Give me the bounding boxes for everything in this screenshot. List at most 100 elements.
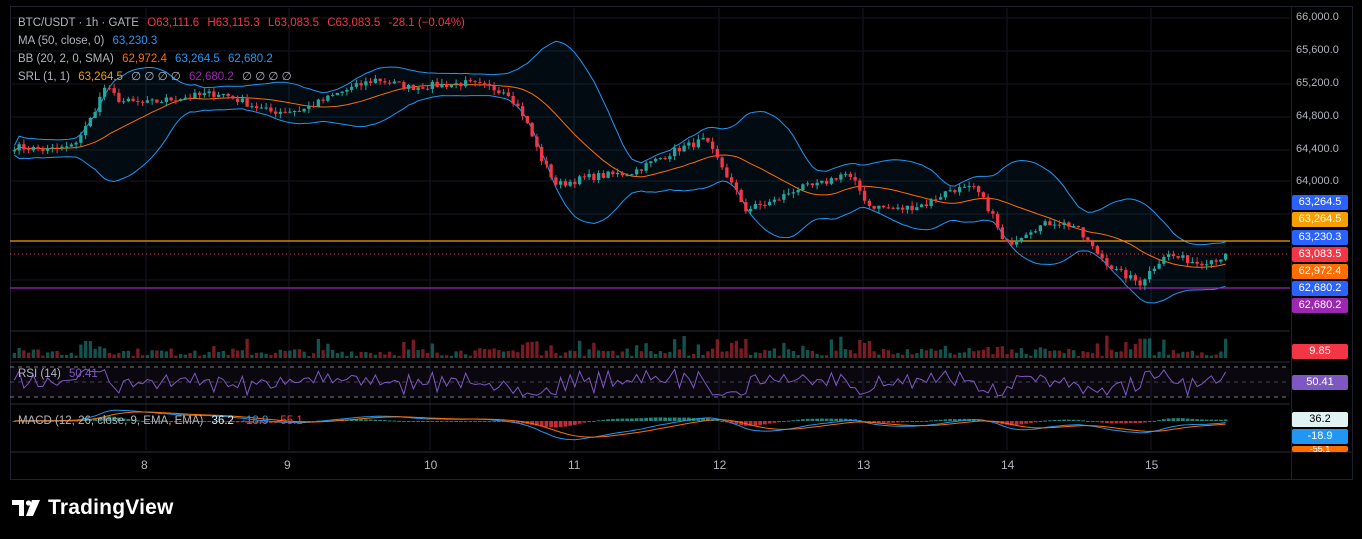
candle-body [383, 81, 387, 83]
macd-histogram-bar [468, 421, 473, 422]
macd-histogram-bar [55, 420, 60, 422]
volume-bar [929, 348, 933, 358]
volume-bar [801, 345, 805, 358]
macd-histogram-bar [929, 420, 934, 422]
macd-histogram-bar [1100, 421, 1105, 423]
candle-body [782, 194, 786, 200]
candle-body [60, 146, 64, 149]
macd-histogram-bar [368, 419, 373, 421]
macd-histogram-bar [183, 421, 188, 423]
rsi-label: RSI (14) [18, 368, 61, 380]
macd-histogram-bar [487, 421, 492, 422]
volume-bar [606, 351, 610, 358]
open-value: O63,111.6 [147, 17, 200, 29]
volume-bar [373, 354, 378, 358]
volume-bar [520, 344, 525, 358]
volume-bar [1067, 348, 1071, 358]
macd-histogram-bar [444, 421, 449, 422]
rsi-legend[interactable]: RSI (14) 50.41 [18, 367, 103, 381]
srl-value-1: 63,264.5 [78, 71, 123, 83]
volume-bar [93, 348, 97, 358]
candle-body [796, 190, 800, 193]
candle-body [1062, 222, 1066, 226]
macd-histogram-bar [435, 421, 440, 422]
macd-histogram-bar [387, 420, 392, 422]
volume-bar [1214, 354, 1218, 358]
price-axis[interactable] [1290, 6, 1353, 480]
macd-histogram-bar [1223, 419, 1228, 421]
candle-body [501, 92, 506, 94]
candle-body [649, 161, 653, 164]
tradingview-logo-icon [12, 500, 40, 516]
candle-body [354, 83, 359, 87]
candle-body [663, 158, 667, 160]
macd-histogram-bar [838, 418, 843, 421]
macd-histogram-bar [511, 421, 516, 423]
candle-body [55, 147, 59, 149]
volume-bar [744, 338, 748, 358]
candle-body [848, 173, 853, 177]
candle-body [905, 205, 910, 210]
macd-histogram-bar [150, 421, 155, 422]
volume-bar [1043, 348, 1047, 358]
volume-bar [102, 348, 107, 358]
macd-histogram-bar [1128, 421, 1133, 424]
candle-body [1071, 226, 1076, 228]
candle-body [93, 112, 97, 118]
macd-histogram-bar [449, 421, 454, 422]
volume-bar [1114, 351, 1119, 358]
macd-histogram-bar [629, 418, 634, 421]
candle-body [174, 100, 178, 102]
chart-frame[interactable] [10, 6, 1292, 480]
candle-body [454, 83, 458, 85]
volume-bar [915, 353, 919, 358]
volume-bar [1157, 351, 1161, 358]
volume-bar [326, 343, 330, 358]
macd-histogram-bar [1052, 419, 1057, 421]
macd-histogram-bar [235, 421, 240, 423]
volume-bar [64, 355, 69, 358]
macd-histogram-bar [1104, 421, 1109, 424]
volume-bar [587, 349, 591, 358]
candle-body [653, 158, 658, 162]
candle-body [221, 93, 226, 95]
volume-bar [1223, 338, 1228, 358]
volume-bar [601, 350, 606, 358]
srl-value-2: 62,680.2 [189, 71, 234, 83]
volume-bar [739, 348, 743, 358]
candle-body [207, 91, 211, 94]
macd-histogram-bar [952, 419, 957, 421]
macd-histogram-bar [164, 421, 169, 422]
x-tick-label: 11 [568, 458, 581, 472]
volume-bar [596, 350, 601, 358]
candle-body [482, 83, 487, 85]
volume-bar [1024, 353, 1028, 358]
candle-body [463, 80, 468, 87]
candle-body [31, 146, 36, 151]
macd-histogram-bar [615, 418, 620, 421]
volume-bar [1038, 347, 1043, 358]
candle-body [1067, 222, 1071, 227]
volume-bar [302, 351, 306, 358]
macd-histogram-bar [648, 417, 653, 421]
symbol-info[interactable]: BTC/USDT · 1h · GATE [18, 17, 139, 29]
macd-histogram-bar [283, 421, 288, 423]
macd-histogram-bar [734, 421, 739, 425]
macd-histogram-bar [1090, 421, 1095, 422]
tradingview-brand[interactable]: TradingView [12, 496, 174, 520]
ma-legend[interactable]: MA (50, close, 0) 63,230.3 [18, 34, 162, 48]
macd-legend[interactable]: MACD (12, 26, close, 9, EMA, EMA) 36.2 -… [18, 414, 308, 428]
volume-bar [245, 338, 249, 358]
candle-body [1019, 238, 1024, 241]
macd-histogram-bar [482, 421, 487, 422]
bb-legend[interactable]: BB (20, 2, 0, SMA) 62,972.4 63,264.5 62,… [18, 52, 278, 66]
macd-histogram-bar [639, 418, 644, 421]
macd-histogram-bar [563, 421, 568, 427]
macd-histogram-bar [1024, 421, 1029, 424]
macd-histogram-bar [173, 421, 178, 423]
macd-histogram-bar [36, 420, 41, 422]
candle-body [720, 157, 724, 168]
volume-bar [226, 354, 230, 358]
srl-legend[interactable]: SRL (1, 1) 63,264.5 ∅ ∅ ∅ ∅ 62,680.2 ∅ ∅… [18, 70, 297, 84]
